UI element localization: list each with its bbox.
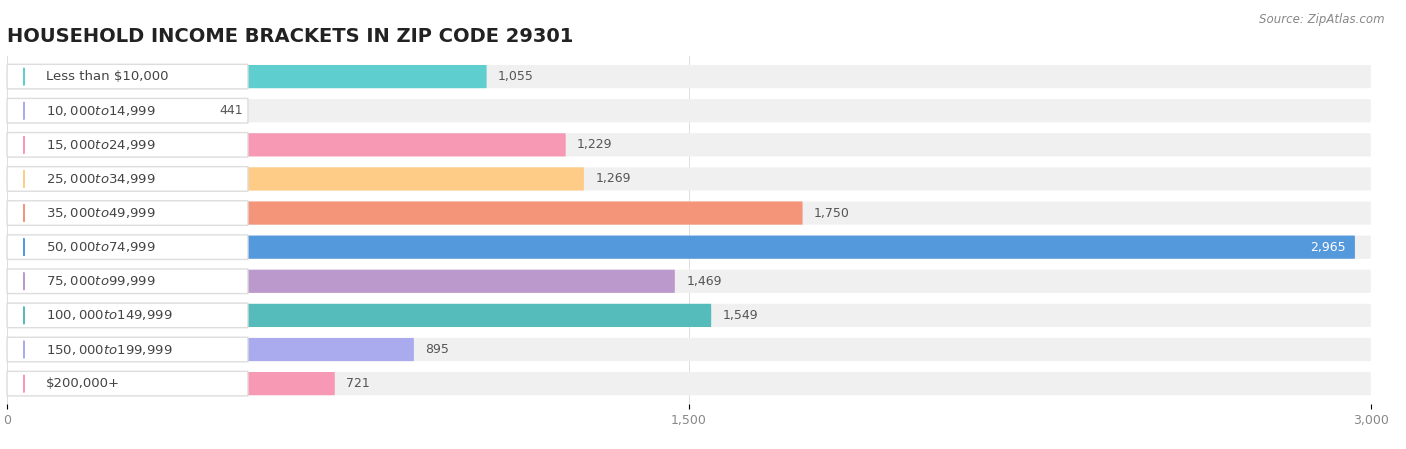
Text: 441: 441 bbox=[219, 104, 242, 117]
FancyBboxPatch shape bbox=[7, 269, 247, 294]
FancyBboxPatch shape bbox=[7, 65, 1371, 88]
Text: 1,469: 1,469 bbox=[686, 275, 721, 288]
Text: 721: 721 bbox=[346, 377, 370, 390]
Text: Less than $10,000: Less than $10,000 bbox=[45, 70, 169, 83]
FancyBboxPatch shape bbox=[7, 372, 335, 395]
Text: HOUSEHOLD INCOME BRACKETS IN ZIP CODE 29301: HOUSEHOLD INCOME BRACKETS IN ZIP CODE 29… bbox=[7, 27, 574, 46]
Text: $35,000 to $49,999: $35,000 to $49,999 bbox=[45, 206, 155, 220]
Text: $75,000 to $99,999: $75,000 to $99,999 bbox=[45, 274, 155, 288]
FancyBboxPatch shape bbox=[7, 202, 803, 224]
Text: $25,000 to $34,999: $25,000 to $34,999 bbox=[45, 172, 155, 186]
FancyBboxPatch shape bbox=[7, 202, 1371, 224]
FancyBboxPatch shape bbox=[7, 304, 711, 327]
FancyBboxPatch shape bbox=[7, 270, 675, 293]
Text: 1,229: 1,229 bbox=[576, 138, 613, 151]
Text: 2,965: 2,965 bbox=[1310, 241, 1346, 254]
FancyBboxPatch shape bbox=[7, 338, 1371, 361]
Text: Source: ZipAtlas.com: Source: ZipAtlas.com bbox=[1260, 13, 1385, 26]
Text: 895: 895 bbox=[425, 343, 449, 356]
FancyBboxPatch shape bbox=[7, 132, 247, 157]
Text: $15,000 to $24,999: $15,000 to $24,999 bbox=[45, 138, 155, 152]
Text: 1,055: 1,055 bbox=[498, 70, 534, 83]
FancyBboxPatch shape bbox=[7, 99, 1371, 122]
FancyBboxPatch shape bbox=[7, 270, 1371, 293]
Text: 1,269: 1,269 bbox=[595, 172, 631, 185]
FancyBboxPatch shape bbox=[7, 338, 413, 361]
FancyBboxPatch shape bbox=[7, 167, 1371, 190]
FancyBboxPatch shape bbox=[7, 371, 247, 396]
FancyBboxPatch shape bbox=[7, 372, 1371, 395]
FancyBboxPatch shape bbox=[7, 304, 1371, 327]
Text: $150,000 to $199,999: $150,000 to $199,999 bbox=[45, 343, 172, 357]
Text: $200,000+: $200,000+ bbox=[45, 377, 120, 390]
FancyBboxPatch shape bbox=[7, 65, 486, 88]
FancyBboxPatch shape bbox=[7, 64, 247, 89]
Text: 1,750: 1,750 bbox=[814, 207, 849, 220]
FancyBboxPatch shape bbox=[7, 167, 583, 190]
FancyBboxPatch shape bbox=[7, 167, 247, 191]
FancyBboxPatch shape bbox=[7, 236, 1355, 259]
FancyBboxPatch shape bbox=[7, 98, 247, 123]
Text: $50,000 to $74,999: $50,000 to $74,999 bbox=[45, 240, 155, 254]
FancyBboxPatch shape bbox=[7, 337, 247, 362]
FancyBboxPatch shape bbox=[7, 236, 1371, 259]
FancyBboxPatch shape bbox=[7, 235, 247, 260]
FancyBboxPatch shape bbox=[7, 133, 565, 156]
FancyBboxPatch shape bbox=[7, 303, 247, 328]
FancyBboxPatch shape bbox=[7, 201, 247, 225]
FancyBboxPatch shape bbox=[7, 99, 208, 122]
Text: $100,000 to $149,999: $100,000 to $149,999 bbox=[45, 308, 172, 322]
Text: 1,549: 1,549 bbox=[723, 309, 758, 322]
Text: $10,000 to $14,999: $10,000 to $14,999 bbox=[45, 104, 155, 118]
FancyBboxPatch shape bbox=[7, 133, 1371, 156]
